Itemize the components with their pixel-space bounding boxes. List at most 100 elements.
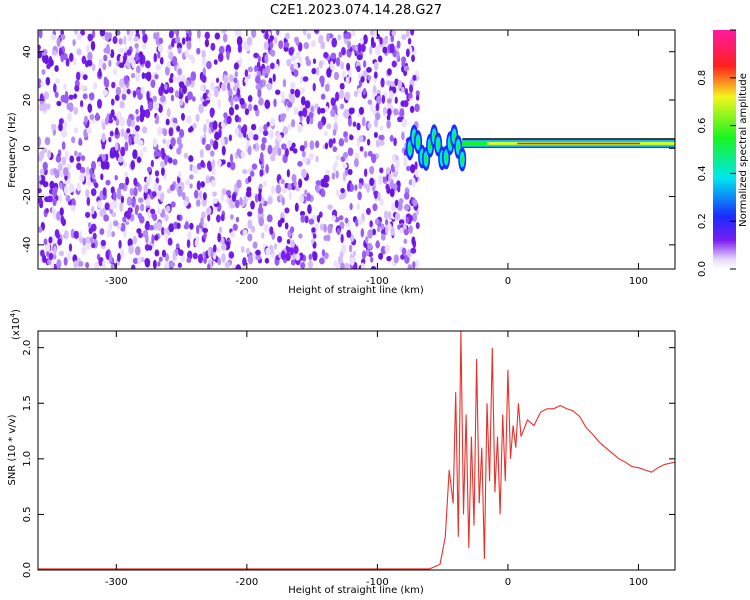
- noise-mark: [214, 32, 221, 40]
- noise-mark: [103, 214, 110, 222]
- noise-mark: [61, 141, 66, 150]
- noise-mark: [92, 232, 97, 240]
- noise-mark: [335, 91, 340, 102]
- noise-mark: [127, 55, 134, 64]
- noise-mark: [235, 264, 242, 269]
- noise-mark: [188, 30, 192, 38]
- noise-mark: [382, 106, 388, 115]
- noise-mark: [118, 47, 125, 54]
- noise-mark: [255, 249, 261, 256]
- noise-mark: [300, 262, 306, 269]
- noise-mark: [57, 162, 63, 173]
- noise-mark: [200, 160, 205, 168]
- noise-mark: [119, 117, 125, 127]
- noise-mark: [39, 168, 45, 176]
- noise-mark: [177, 187, 183, 197]
- noise-mark: [378, 134, 384, 141]
- noise-mark: [395, 212, 401, 221]
- noise-mark: [307, 204, 312, 215]
- noise-mark: [275, 184, 282, 195]
- noise-mark: [149, 224, 155, 231]
- noise-mark: [78, 230, 83, 238]
- noise-mark: [330, 109, 336, 118]
- noise-mark: [291, 173, 297, 183]
- noise-mark: [343, 108, 350, 119]
- noise-mark: [339, 103, 345, 110]
- noise-mark: [189, 174, 194, 180]
- noise-mark: [312, 58, 317, 65]
- noise-mark: [196, 47, 201, 55]
- noise-mark: [343, 262, 350, 269]
- noise-mark: [176, 42, 183, 50]
- noise-mark: [106, 229, 112, 238]
- x-tick-label: 100: [629, 276, 648, 287]
- noise-mark: [125, 176, 130, 186]
- noise-mark: [87, 222, 92, 228]
- noise-mark: [168, 223, 175, 233]
- noise-mark: [255, 75, 261, 84]
- noise-mark: [412, 199, 418, 207]
- noise-mark: [135, 72, 141, 82]
- noise-mark: [269, 62, 275, 70]
- noise-mark: [247, 66, 254, 73]
- noise-mark: [59, 207, 64, 216]
- noise-mark: [85, 188, 90, 198]
- noise-mark: [308, 152, 314, 161]
- noise-mark: [282, 79, 287, 88]
- noise-mark: [166, 107, 171, 118]
- noise-mark: [146, 166, 152, 173]
- noise-mark: [114, 174, 118, 181]
- noise-mark: [247, 95, 253, 103]
- signal-mark: [460, 155, 464, 164]
- noise-mark: [121, 93, 127, 101]
- noise-mark: [253, 104, 258, 111]
- noise-mark: [326, 234, 331, 242]
- noise-mark: [226, 115, 232, 125]
- noise-mark: [58, 122, 63, 132]
- noise-mark: [312, 82, 316, 92]
- noise-mark: [221, 188, 227, 196]
- noise-mark: [114, 127, 119, 136]
- noise-mark: [259, 125, 264, 134]
- noise-mark: [257, 192, 262, 202]
- noise-mark: [380, 223, 385, 230]
- noise-mark: [87, 51, 93, 62]
- noise-mark: [326, 67, 332, 78]
- noise-mark: [218, 45, 225, 55]
- noise-mark: [45, 76, 51, 86]
- spectrogram-y-ticks: -40 -20 0 20 40: [22, 45, 675, 253]
- noise-mark: [315, 66, 320, 76]
- noise-mark: [96, 200, 102, 209]
- noise-mark: [293, 107, 299, 116]
- signal-mark: [408, 144, 412, 153]
- noise-mark: [63, 83, 67, 91]
- noise-mark: [195, 113, 200, 122]
- noise-mark: [133, 36, 140, 42]
- noise-mark: [205, 143, 211, 151]
- noise-mark: [403, 203, 410, 211]
- noise-mark: [170, 201, 176, 208]
- noise-mark: [285, 32, 290, 40]
- noise-mark: [112, 191, 117, 201]
- noise-mark: [364, 236, 369, 244]
- noise-mark: [223, 112, 228, 119]
- noise-mark: [284, 207, 290, 214]
- noise-mark: [67, 112, 72, 122]
- noise-mark: [224, 261, 231, 268]
- noise-mark: [409, 84, 414, 94]
- noise-mark: [217, 99, 222, 110]
- noise-mark: [415, 222, 420, 229]
- noise-mark: [247, 211, 253, 217]
- noise-mark: [195, 199, 201, 207]
- noise-mark: [403, 155, 408, 164]
- noise-mark: [346, 229, 352, 238]
- noise-mark: [198, 190, 203, 200]
- noise-mark: [353, 90, 359, 98]
- noise-mark: [375, 45, 381, 56]
- noise-mark: [52, 197, 57, 207]
- noise-mark: [302, 30, 307, 36]
- noise-mark: [100, 173, 104, 181]
- noise-mark: [221, 253, 226, 263]
- noise-mark: [152, 137, 158, 148]
- noise-mark: [272, 73, 276, 82]
